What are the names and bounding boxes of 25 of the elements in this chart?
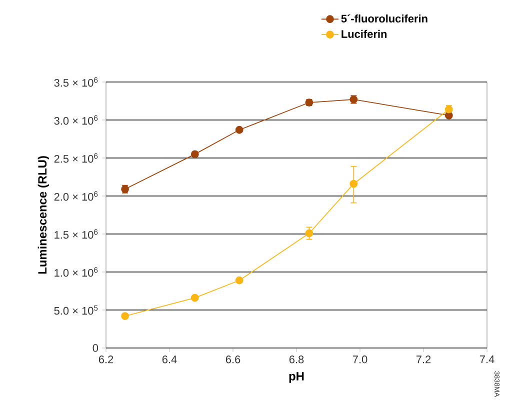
point bbox=[235, 126, 244, 134]
x-tick-label: 7.0 bbox=[352, 356, 368, 364]
point bbox=[305, 229, 314, 238]
y-axis-title: Luminescence (RLU) bbox=[38, 156, 49, 274]
legend-label: Luciferin bbox=[342, 30, 387, 38]
point bbox=[350, 180, 358, 188]
x-tick-label: 7.2 bbox=[416, 356, 431, 364]
x-tick-label: 6.8 bbox=[289, 356, 304, 364]
y-tick-label: 0 bbox=[92, 344, 98, 352]
y-tick-label: 3.5 × 10$^{6}$ bbox=[54, 77, 98, 87]
legend-label: 5´-fluoroluciferin bbox=[341, 14, 428, 23]
y-tick-label: 2.0 × 10$^{6}$ bbox=[54, 191, 98, 201]
x-tick-label: 6.6 bbox=[226, 356, 240, 364]
x-axis-title: pH bbox=[289, 372, 304, 383]
point bbox=[121, 312, 129, 320]
x-tick-label: 6.2 bbox=[98, 356, 114, 364]
y-tick-label: 1.5 × 10$^{6}$ bbox=[54, 229, 98, 239]
point bbox=[190, 294, 199, 302]
x-tick-label: 6.4 bbox=[162, 356, 177, 364]
point bbox=[235, 276, 244, 284]
y-tick-label: 5.0 × 10$^{5}$ bbox=[54, 305, 98, 315]
y-tick-label: 2.5 × 10$^{6}$ bbox=[54, 153, 98, 163]
y-tick-label: 3.0 × 10$^{6}$ bbox=[54, 115, 98, 125]
x-tick-label: 7.4 bbox=[480, 356, 494, 364]
y-tick-label: 1.0 × 10$^{6}$ bbox=[54, 267, 98, 277]
